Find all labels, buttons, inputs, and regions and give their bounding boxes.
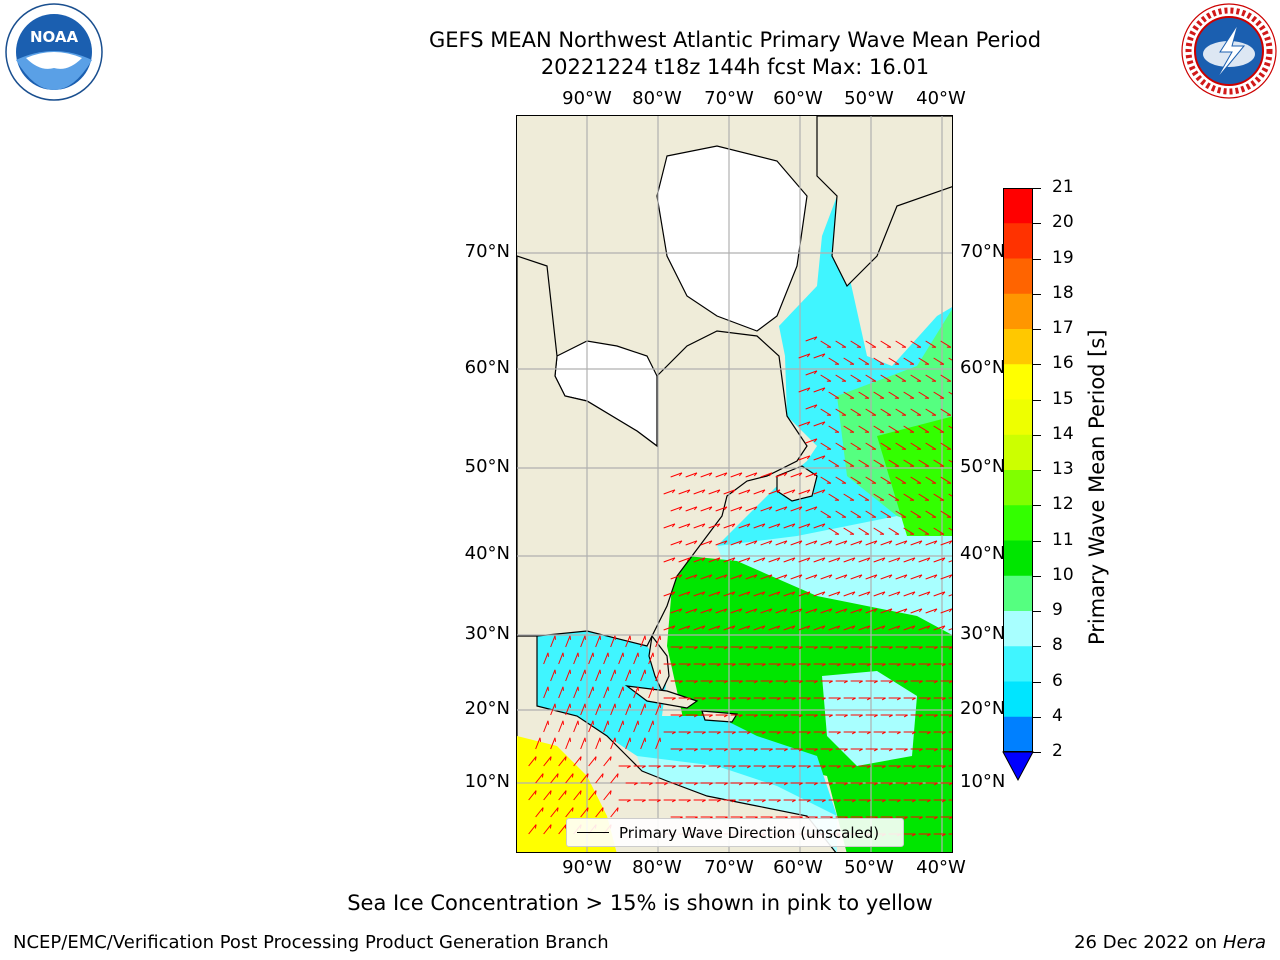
colorbar-tick	[1033, 399, 1041, 401]
colorbar-tick-label: 10	[1052, 564, 1074, 585]
colorbar-tick-label: 9	[1052, 600, 1063, 620]
colorbar-bin	[1003, 716, 1033, 753]
lat-label-right: 50°N	[960, 456, 1006, 477]
colorbar-tick	[1033, 329, 1041, 330]
colorbar-tick-label: 21	[1052, 177, 1074, 197]
nws-logo	[1181, 3, 1277, 99]
colorbar-tick	[1033, 575, 1041, 577]
colorbar-bin	[1003, 329, 1033, 365]
lat-label-right: 60°N	[960, 357, 1006, 378]
colorbar-bin	[1003, 611, 1033, 647]
map-subtitle: 20221224 t18z 144h fcst Max: 16.01	[540, 55, 930, 79]
colorbar-bin	[1003, 223, 1033, 259]
colorbar-tick-label: 6	[1052, 670, 1063, 691]
lon-label-bottom: 50°W	[844, 857, 894, 878]
colorbar-tick	[1033, 611, 1041, 612]
lat-label-right: 40°N	[960, 543, 1006, 564]
noaa-logo-text: NOAA	[30, 28, 79, 46]
colorbar-bin	[1003, 470, 1033, 506]
lat-label-left: 20°N	[464, 698, 510, 719]
noaa-logo: NOAA	[5, 3, 103, 101]
colorbar-tick-label: 2	[1052, 741, 1063, 761]
lat-label-right: 70°N	[960, 241, 1006, 262]
colorbar-tick	[1033, 434, 1041, 436]
colorbar-tick	[1033, 716, 1041, 718]
coastlines	[517, 116, 952, 852]
colorbar-tick	[1033, 223, 1041, 225]
colorbar-tick-label: 14	[1052, 423, 1074, 444]
colorbar-tick	[1033, 681, 1041, 683]
sea-ice-note: Sea Ice Concentration > 15% is shown in …	[347, 891, 933, 915]
lat-label-right: 10°N	[960, 771, 1006, 792]
colorbar-tick	[1033, 293, 1041, 295]
colorbar-tick-label: 12	[1052, 494, 1074, 515]
colorbar-bin	[1003, 681, 1033, 718]
colorbar-tick-label: 13	[1052, 459, 1074, 479]
lon-label-top: 70°W	[704, 88, 754, 109]
lon-label-bottom: 40°W	[916, 857, 966, 878]
lon-label-top: 80°W	[632, 88, 682, 109]
lat-label-left: 30°N	[464, 623, 510, 644]
colorbar-tick-label: 15	[1052, 388, 1074, 409]
lat-label-left: 50°N	[464, 456, 510, 477]
map-title: GEFS MEAN Northwest Atlantic Primary Wav…	[428, 28, 1042, 52]
graticule	[517, 116, 952, 852]
colorbar-tick	[1033, 188, 1041, 189]
lon-label-bottom: 80°W	[632, 857, 682, 878]
lon-label-bottom: 70°W	[704, 857, 754, 878]
colorbar-tick	[1033, 505, 1041, 507]
lat-label-right: 30°N	[960, 623, 1006, 644]
colorbar-tick	[1033, 646, 1041, 648]
lat-label-left: 60°N	[464, 357, 510, 378]
legend-label: Primary Wave Direction (unscaled)	[619, 823, 880, 842]
colorbar-tick	[1033, 258, 1041, 260]
colorbar-tick-label: 18	[1052, 282, 1074, 303]
map-panel	[516, 115, 953, 853]
colorbar	[1002, 188, 1034, 782]
lon-label-bottom: 90°W	[562, 857, 612, 878]
legend-line-swatch	[577, 831, 609, 834]
colorbar-tick-label: 8	[1052, 635, 1063, 656]
colorbar-bin	[1003, 540, 1033, 577]
colorbar-bin	[1003, 505, 1033, 541]
colorbar-tick	[1033, 752, 1041, 753]
colorbar-bin	[1003, 258, 1033, 295]
lon-label-top: 90°W	[562, 88, 612, 109]
colorbar-tick-label: 16	[1052, 353, 1074, 374]
colorbar-tick-label: 17	[1052, 318, 1074, 338]
colorbar-tick-label: 19	[1052, 247, 1074, 268]
lat-label-left: 10°N	[464, 771, 510, 792]
colorbar-tick-label: 11	[1052, 529, 1074, 550]
colorbar-tick-label: 20	[1052, 212, 1074, 233]
colorbar-tick	[1033, 540, 1041, 542]
lon-label-top: 40°W	[916, 88, 966, 109]
colorbar-bin	[1003, 188, 1033, 224]
colorbar-bin	[1003, 364, 1033, 400]
lon-label-bottom: 60°W	[773, 857, 823, 878]
credit-text: NCEP/EMC/Verification Post Processing Pr…	[13, 932, 609, 953]
colorbar-tick-label: 4	[1052, 705, 1063, 726]
colorbar-tick	[1033, 470, 1041, 471]
lon-label-top: 60°W	[773, 88, 823, 109]
colorbar-frame	[1003, 188, 1033, 752]
colorbar-bin	[1003, 293, 1033, 330]
colorbar-tick	[1033, 364, 1041, 366]
lat-label-left: 40°N	[464, 543, 510, 564]
lat-label-left: 70°N	[464, 241, 510, 262]
colorbar-bin	[1003, 575, 1033, 612]
colorbar-label: Primary Wave Mean Period [s]	[1085, 329, 1109, 645]
run-date-text: 26 Dec 2022 on	[1074, 932, 1218, 953]
colorbar-extend-arrow	[1002, 751, 1034, 782]
lat-label-right: 20°N	[960, 698, 1006, 719]
lon-label-top: 50°W	[844, 88, 894, 109]
map-legend: Primary Wave Direction (unscaled)	[566, 818, 904, 847]
map-canvas	[517, 116, 952, 852]
colorbar-bin	[1003, 399, 1033, 436]
run-date: 26 Dec 2022 on Hera	[1074, 932, 1266, 953]
colorbar-bin	[1003, 646, 1033, 682]
colorbar-bin	[1003, 434, 1033, 471]
machine-name: Hera	[1222, 932, 1266, 953]
